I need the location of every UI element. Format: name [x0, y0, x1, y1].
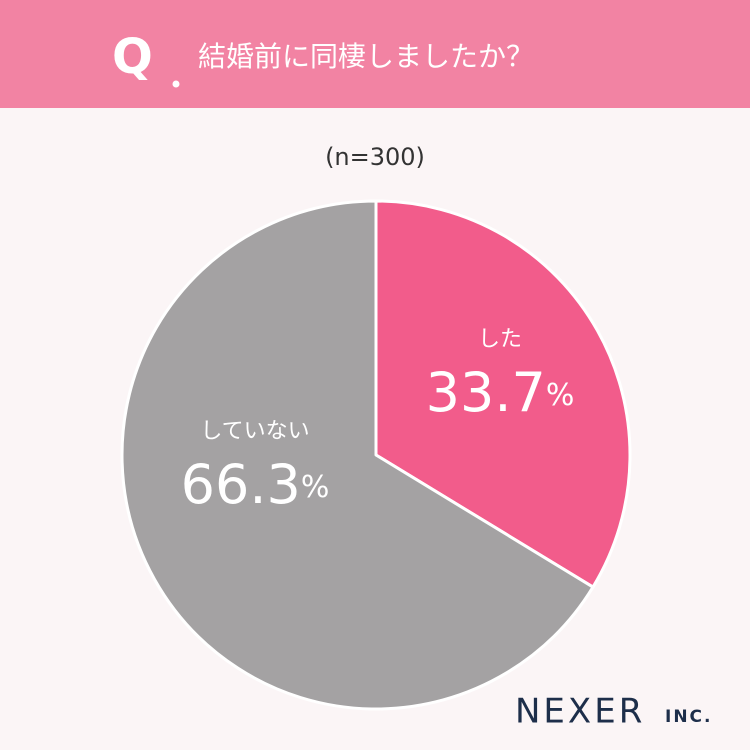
chart-subtitle: (n=300): [325, 143, 425, 171]
header-band: [0, 0, 750, 108]
labels: した 33.7% していない 66.3%: [181, 327, 575, 516]
slice-value-label: 33.7%: [426, 361, 575, 424]
slice-value-label: 66.3%: [181, 453, 330, 516]
pie-slice: [120, 199, 595, 711]
pie-slice: [374, 199, 632, 589]
slice-category: した: [478, 327, 522, 352]
q-dot: [172, 80, 180, 88]
q-mark: Q: [112, 29, 153, 85]
logo-suffix: INC.: [665, 707, 713, 727]
header-title: 結婚前に同棲しましたか？: [198, 40, 534, 73]
slice-category: していない: [200, 419, 309, 444]
logo-name: NEXER: [515, 692, 645, 732]
pie: [120, 199, 632, 711]
